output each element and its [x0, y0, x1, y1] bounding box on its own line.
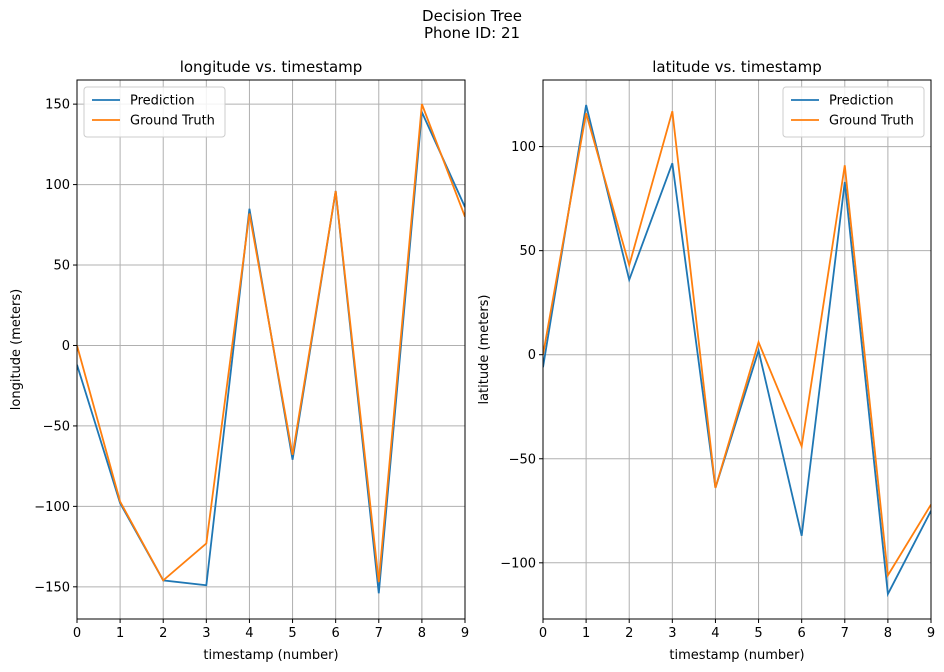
x-tick-label: 5 — [288, 626, 296, 641]
y-tick-label: −150 — [34, 580, 70, 595]
x-tick-label: 2 — [159, 626, 167, 641]
x-tick-label: 7 — [375, 626, 383, 641]
x-tick-label: 1 — [582, 626, 590, 641]
figure-title: Decision Tree — [422, 7, 522, 25]
y-tick-label: 100 — [45, 178, 70, 193]
x-tick-label: 6 — [332, 626, 340, 641]
x-tick-label: 0 — [539, 626, 547, 641]
x-tick-label: 8 — [418, 626, 426, 641]
y-axis-label: longitude (meters) — [9, 289, 24, 410]
x-axis-label: timestamp (number) — [203, 648, 338, 663]
x-tick-label: 2 — [625, 626, 633, 641]
legend-label: Ground Truth — [130, 114, 215, 129]
x-tick-label: 3 — [202, 626, 210, 641]
plot-frame — [542, 79, 932, 620]
y-tick-label: −100 — [34, 500, 70, 515]
x-axis-label: timestamp (number) — [669, 648, 804, 663]
y-tick-label: 0 — [528, 348, 536, 363]
x-tick-label: 5 — [754, 626, 762, 641]
series-line-prediction — [543, 104, 931, 598]
x-tick-label: 7 — [841, 626, 849, 641]
legend-label: Prediction — [130, 94, 195, 109]
legend-label: Ground Truth — [829, 114, 914, 129]
y-tick-label: 0 — [62, 339, 70, 354]
y-tick-label: −100 — [500, 556, 536, 571]
x-tick-label: 4 — [245, 626, 253, 641]
x-tick-label: 9 — [927, 626, 935, 641]
series-line-ground-truth — [77, 103, 465, 583]
legend-label: Prediction — [829, 94, 894, 109]
y-tick-label: 50 — [53, 259, 70, 274]
x-tick-label: 1 — [116, 626, 124, 641]
x-tick-label: 0 — [73, 626, 81, 641]
series-line-ground-truth — [543, 110, 931, 579]
y-tick-label: 150 — [45, 98, 70, 113]
plot-frame — [76, 79, 466, 620]
y-tick-label: −50 — [43, 419, 70, 434]
y-tick-label: −50 — [509, 452, 536, 467]
y-axis-label: latitude (meters) — [477, 294, 492, 404]
x-tick-label: 3 — [668, 626, 676, 641]
figure-subtitle: Phone ID: 21 — [423, 24, 521, 42]
y-tick-label: 100 — [511, 140, 536, 155]
axes-title: latitude vs. timestamp — [652, 58, 821, 76]
x-tick-label: 4 — [711, 626, 719, 641]
x-tick-label: 6 — [798, 626, 806, 641]
x-tick-label: 8 — [884, 626, 892, 641]
x-tick-label: 9 — [461, 626, 469, 641]
y-tick-label: 50 — [519, 244, 536, 259]
axes-title: longitude vs. timestamp — [180, 58, 363, 76]
